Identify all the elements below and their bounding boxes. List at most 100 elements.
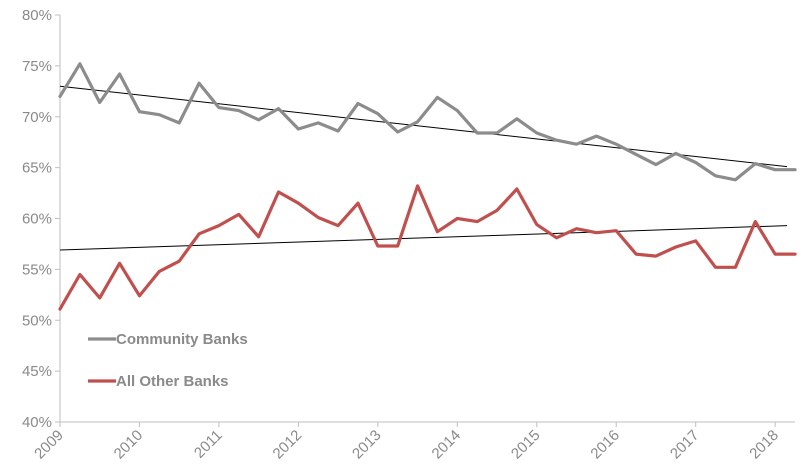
- data-point: [277, 191, 280, 194]
- data-point: [297, 202, 300, 205]
- y-tick-label: 75%: [22, 58, 52, 75]
- data-point: [237, 213, 240, 216]
- data-point: [337, 129, 340, 132]
- data-point: [714, 266, 717, 269]
- data-point: [595, 135, 598, 138]
- x-tick-label: 2011: [191, 427, 226, 462]
- data-point: [356, 202, 359, 205]
- y-tick-label: 50%: [22, 312, 52, 329]
- y-axis-ticks: 40% 45% 50% 55% 60% 65% 70% 75% 80%: [22, 7, 60, 431]
- data-point: [356, 102, 359, 105]
- data-point: [654, 255, 657, 258]
- data-point: [476, 132, 479, 135]
- data-point: [178, 260, 181, 263]
- data-point: [734, 266, 737, 269]
- data-point: [416, 184, 419, 187]
- data-point: [754, 162, 757, 165]
- data-point: [396, 244, 399, 247]
- series-lines: [58, 62, 797, 311]
- data-point: [595, 231, 598, 234]
- data-point: [158, 270, 161, 273]
- x-tick-label: 2014: [429, 427, 465, 463]
- data-point: [615, 229, 618, 232]
- legend-label: All Other Banks: [116, 373, 229, 390]
- data-point: [456, 109, 459, 112]
- trendlines: [59, 85, 788, 251]
- y-tick-label: 60%: [22, 211, 52, 228]
- data-point: [396, 131, 399, 134]
- data-point: [337, 224, 340, 227]
- data-point: [118, 73, 121, 76]
- legend: Community Banks All Other Banks: [88, 331, 248, 390]
- x-tick-label: 2017: [667, 427, 703, 463]
- y-tick-label: 80%: [22, 7, 52, 24]
- data-point: [78, 273, 81, 276]
- axes: [59, 15, 795, 423]
- data-point: [734, 178, 737, 181]
- data-point: [198, 82, 201, 85]
- data-point: [98, 101, 101, 104]
- data-point: [535, 223, 538, 226]
- trendline: [59, 225, 788, 251]
- data-point: [376, 112, 379, 115]
- data-point: [694, 239, 697, 242]
- legend-label: Community Banks: [116, 331, 248, 348]
- data-point: [515, 187, 518, 190]
- data-point: [217, 106, 220, 109]
- data-point: [575, 227, 578, 230]
- data-point: [118, 262, 121, 265]
- data-point: [416, 120, 419, 123]
- data-point: [794, 168, 797, 171]
- data-point: [674, 152, 677, 155]
- data-point: [138, 294, 141, 297]
- x-tick-label: 2016: [587, 427, 623, 463]
- data-point: [237, 109, 240, 112]
- data-point: [297, 127, 300, 130]
- data-point: [376, 244, 379, 247]
- data-point: [98, 296, 101, 299]
- data-point: [78, 62, 81, 65]
- data-point: [754, 220, 757, 223]
- data-point: [515, 117, 518, 120]
- data-point: [794, 253, 797, 256]
- data-point: [158, 113, 161, 116]
- data-point: [496, 132, 499, 135]
- data-point: [436, 230, 439, 233]
- data-point: [476, 220, 479, 223]
- data-point: [654, 163, 657, 166]
- x-tick-label: 2009: [31, 427, 67, 463]
- x-axis-ticks: 2009 2010 2011 2012 2013 2014 2015 2016 2017 2018: [31, 422, 782, 462]
- y-tick-label: 45%: [22, 363, 52, 380]
- x-tick-label: 2010: [111, 427, 147, 463]
- data-point: [198, 232, 201, 235]
- data-point: [635, 253, 638, 256]
- data-point: [714, 174, 717, 177]
- data-point: [774, 168, 777, 171]
- data-point: [59, 308, 62, 311]
- x-tick-label: 2013: [349, 427, 385, 463]
- data-point: [555, 139, 558, 142]
- data-point: [535, 132, 538, 135]
- series-line: [58, 62, 797, 182]
- data-point: [575, 143, 578, 146]
- data-point: [138, 110, 141, 113]
- data-point: [555, 236, 558, 239]
- y-tick-label: 65%: [22, 160, 52, 177]
- data-point: [436, 96, 439, 99]
- x-tick-label: 2015: [508, 427, 544, 463]
- data-point: [257, 118, 260, 121]
- data-point: [456, 217, 459, 220]
- data-point: [694, 161, 697, 164]
- data-point: [635, 153, 638, 156]
- data-point: [774, 253, 777, 256]
- data-point: [674, 245, 677, 248]
- x-tick-label: 2018: [746, 427, 782, 463]
- data-point: [217, 224, 220, 227]
- data-point: [257, 235, 260, 238]
- x-tick-label: 2012: [270, 427, 306, 463]
- trendline: [59, 85, 788, 168]
- data-point: [178, 121, 181, 124]
- y-tick-label: 55%: [22, 261, 52, 278]
- data-point: [59, 95, 62, 98]
